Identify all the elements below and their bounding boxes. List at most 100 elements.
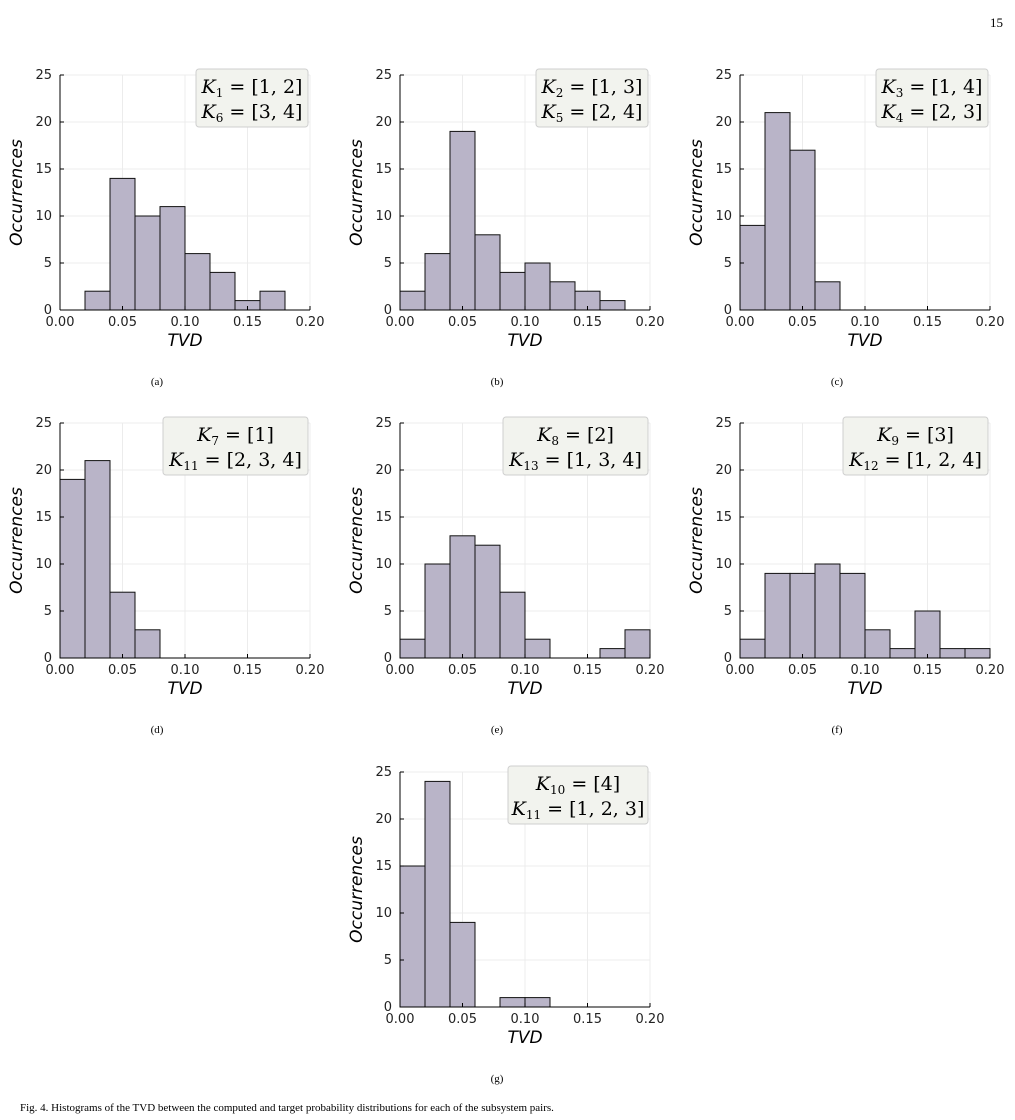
x-tick-label: 0.00 <box>46 315 75 330</box>
y-tick-label: 5 <box>724 604 732 619</box>
x-tick-label: 0.10 <box>511 663 540 678</box>
legend-box <box>162 416 309 476</box>
histogram-bar <box>599 648 626 659</box>
y-tick-label: 20 <box>375 463 392 478</box>
histogram-bar <box>549 281 576 311</box>
y-tick-label: 0 <box>724 651 732 666</box>
histogram-bar <box>889 648 916 659</box>
histogram-panel-e: 0.00 0.05 0.10 0.15 0.20 0 5 10 15 20 25 TVD Occurre… <box>340 413 680 743</box>
x-tick-label: 0.20 <box>636 1012 665 1027</box>
histogram-svg: 0.00 0.05 0.10 0.15 0.20 0 5 10 15 20 25 TVD Occurre… <box>347 416 664 736</box>
y-tick-label: 10 <box>375 209 392 224</box>
x-tick-label: 0.10 <box>851 663 880 678</box>
x-tick-label: 0.15 <box>233 315 262 330</box>
histogram-bar <box>789 572 816 659</box>
y-tick-label: 15 <box>35 162 52 177</box>
histogram-bar <box>399 290 426 311</box>
x-axis-title: TVD <box>507 679 542 699</box>
histogram-bar <box>474 234 501 311</box>
legend-entry: K9 = [3] <box>876 424 954 448</box>
x-tick-label: 0.10 <box>171 663 200 678</box>
y-tick-label: 5 <box>44 256 52 271</box>
y-tick-label: 15 <box>715 510 732 525</box>
x-tick-label: 0.10 <box>511 1012 540 1027</box>
histogram-bar <box>939 648 966 659</box>
histogram-bar <box>789 149 816 311</box>
histogram-panel-g: 0.00 0.05 0.10 0.15 0.20 0 5 10 15 20 25 TVD Occurre… <box>340 762 680 1092</box>
histogram-bar <box>474 544 501 659</box>
x-tick-label: 0.00 <box>386 315 415 330</box>
y-tick-label: 10 <box>35 209 52 224</box>
legend-box <box>195 68 309 128</box>
histogram-bar <box>499 591 526 659</box>
y-tick-label: 10 <box>375 906 392 921</box>
y-tick-label: 20 <box>35 463 52 478</box>
legend-entry: K4 = [2, 3] <box>881 101 983 125</box>
x-tick-label: 0.00 <box>46 663 75 678</box>
x-tick-label: 0.00 <box>726 315 755 330</box>
histogram-bar <box>59 478 86 659</box>
histogram-bar <box>424 780 451 1008</box>
x-axis-title: TVD <box>847 331 882 351</box>
y-tick-label: 20 <box>715 115 732 130</box>
y-tick-label: 25 <box>375 416 392 431</box>
histogram-bar <box>814 281 841 311</box>
y-axis-title: Occurrences <box>347 836 367 943</box>
histogram-bar <box>134 215 161 311</box>
x-tick-label: 0.15 <box>913 663 942 678</box>
y-tick-label: 25 <box>35 68 52 83</box>
x-tick-label: 0.15 <box>573 1012 602 1027</box>
x-axis-title: TVD <box>507 1028 542 1048</box>
histogram-bar <box>184 253 211 311</box>
y-tick-label: 10 <box>715 209 732 224</box>
x-axis-title: TVD <box>167 331 202 351</box>
x-tick-label: 0.05 <box>448 1012 477 1027</box>
y-tick-label: 0 <box>384 651 392 666</box>
histogram-bar <box>739 638 766 659</box>
x-tick-label: 0.05 <box>448 663 477 678</box>
histogram-bar <box>964 648 991 659</box>
y-tick-label: 10 <box>375 557 392 572</box>
legend: K8 = [2]K13 = [1, 3, 4] <box>502 416 649 476</box>
legend-box <box>875 68 989 128</box>
x-tick-label: 0.15 <box>233 663 262 678</box>
histogram-bar <box>259 290 286 311</box>
figure-caption: Fig. 4. Histograms of the TVD between th… <box>20 1102 554 1114</box>
histogram-bar <box>424 253 451 311</box>
x-tick-label: 0.15 <box>573 315 602 330</box>
x-tick-label: 0.05 <box>448 315 477 330</box>
legend-entry: K2 = [1, 3] <box>541 76 643 100</box>
x-axis-title: TVD <box>167 679 202 699</box>
y-tick-label: 25 <box>375 765 392 780</box>
legend-box <box>842 416 989 476</box>
subfigure-label: (c) <box>831 376 844 388</box>
legend-box <box>507 765 649 825</box>
legend-entry: K5 = [2, 4] <box>541 101 643 125</box>
histogram-bar <box>839 572 866 659</box>
legend-entry: K11 = [1, 2, 3] <box>511 798 645 822</box>
histogram-bar <box>524 262 551 311</box>
histogram-svg: 0.00 0.05 0.10 0.15 0.20 0 5 10 15 20 25 TVD Occurre… <box>687 416 1004 736</box>
histogram-svg: 0.00 0.05 0.10 0.15 0.20 0 5 10 15 20 25 TVD Occurre… <box>347 68 664 388</box>
x-tick-label: 0.05 <box>108 663 137 678</box>
histogram-bar <box>84 460 111 659</box>
y-tick-label: 20 <box>715 463 732 478</box>
histogram-bar <box>864 629 891 659</box>
histogram-bar <box>599 300 626 311</box>
y-tick-label: 15 <box>375 859 392 874</box>
y-tick-label: 5 <box>384 256 392 271</box>
y-tick-label: 0 <box>44 303 52 318</box>
y-tick-label: 5 <box>384 953 392 968</box>
legend-entry: K1 = [1, 2] <box>201 76 303 100</box>
y-axis-title: Occurrences <box>347 139 367 246</box>
x-tick-label: 0.05 <box>788 663 817 678</box>
x-tick-label: 0.20 <box>976 315 1005 330</box>
histogram-bar <box>449 130 476 311</box>
histogram-bar <box>84 290 111 311</box>
histogram-bar <box>134 629 161 659</box>
y-axis-title: Occurrences <box>7 487 27 594</box>
y-axis-title: Occurrences <box>7 139 27 246</box>
histogram-panel-c: 0.00 0.05 0.10 0.15 0.20 0 5 10 15 20 25 TVD Occurre… <box>680 65 1015 395</box>
y-tick-label: 20 <box>375 812 392 827</box>
x-tick-label: 0.00 <box>726 663 755 678</box>
